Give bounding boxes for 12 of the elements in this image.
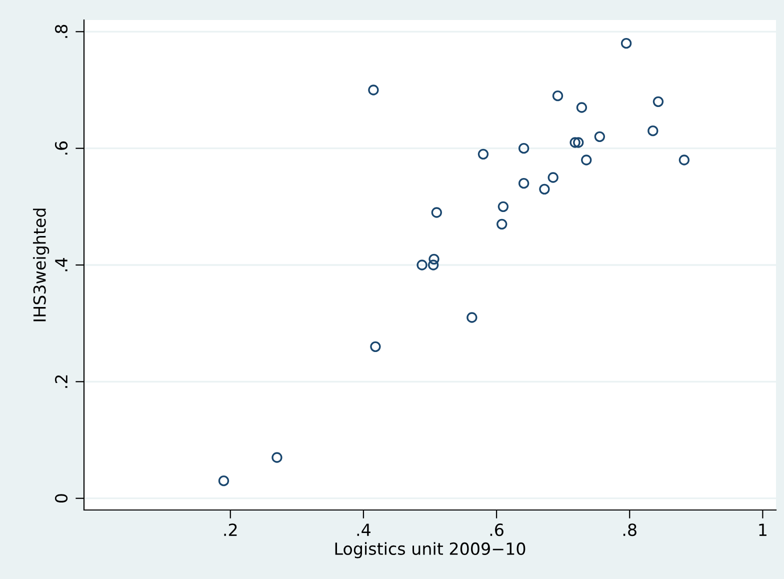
y-tick-label: .6: [54, 141, 68, 155]
x-tick-label: 1: [759, 524, 766, 536]
y-tick-label: .8: [54, 24, 68, 38]
x-tick-label: .6: [490, 523, 504, 536]
x-tick-label: .4: [357, 524, 370, 536]
x-axis-title: Logistics unit 2009−10: [335, 542, 526, 558]
y-tick-label: .4: [55, 258, 68, 272]
x-tick-label: .2: [224, 523, 237, 536]
y-tick-label: .2: [54, 375, 68, 388]
y-axis-title: IHS3weighted: [32, 208, 50, 322]
x-tick-label: .8: [623, 523, 636, 536]
y-tick-label: 0: [54, 494, 68, 503]
